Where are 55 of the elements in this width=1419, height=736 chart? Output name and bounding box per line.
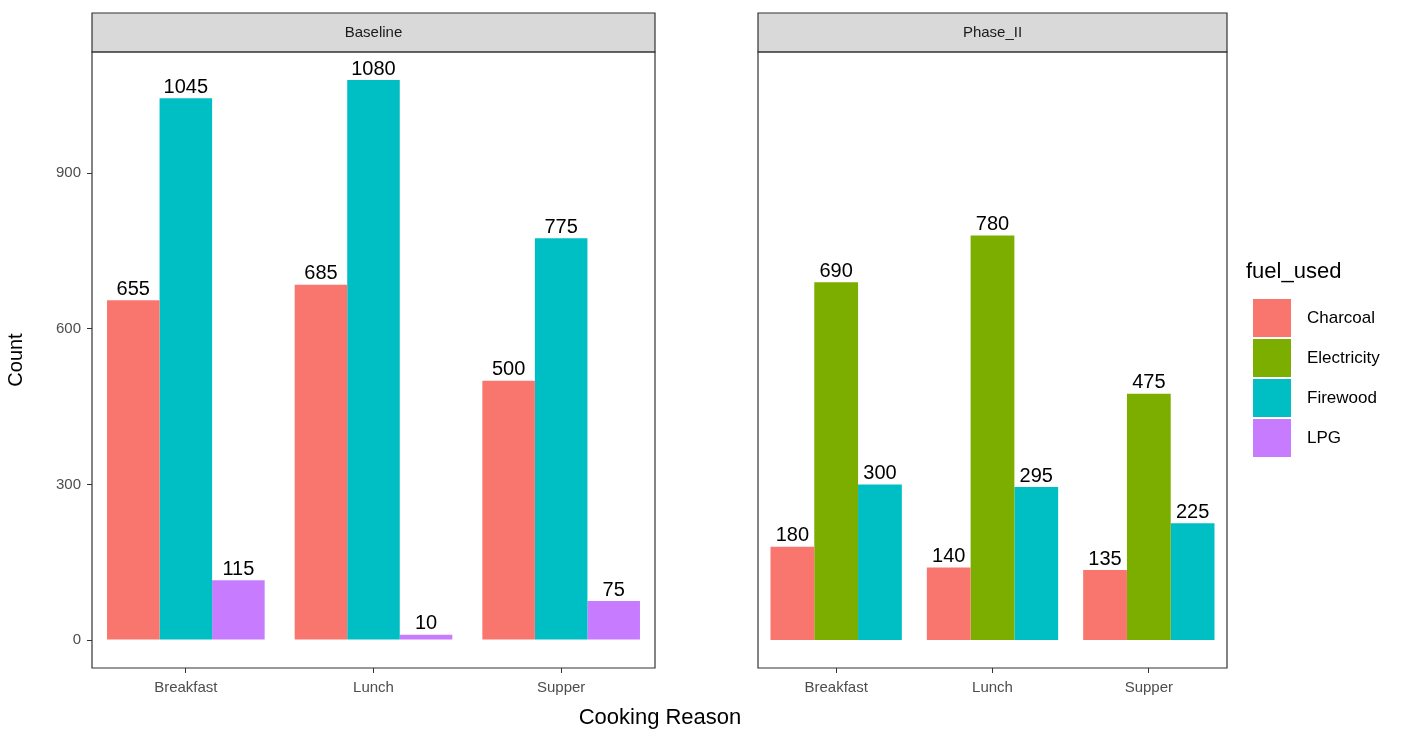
data-label: 780 <box>975 212 1010 235</box>
bar <box>858 484 902 640</box>
bar <box>1126 393 1171 640</box>
x-tick-label: Lunch <box>972 678 1013 696</box>
x-tick-label: Lunch <box>353 678 394 696</box>
x-axis-title: Cooking Reason <box>577 704 743 730</box>
data-label: 500 <box>491 357 526 380</box>
data-label: 135 <box>1088 546 1122 569</box>
bar <box>212 580 265 640</box>
bar <box>482 380 535 640</box>
chart-title: Phase_II <box>962 22 1023 40</box>
legend-label: Electricity <box>1307 348 1380 368</box>
y-axis-title: Count <box>3 332 26 387</box>
bar <box>970 235 1015 640</box>
data-label: 1080 <box>351 56 396 79</box>
bar <box>534 238 588 640</box>
y-tick-label: 600 <box>55 319 81 337</box>
x-tick-label: Supper <box>536 678 586 696</box>
data-label: 655 <box>116 276 150 299</box>
data-label: 475 <box>1132 370 1166 393</box>
data-label: 115 <box>222 556 255 579</box>
data-label: 300 <box>863 460 897 483</box>
data-label: 775 <box>544 214 578 237</box>
data-label: 75 <box>602 577 625 600</box>
y-tick-label: 900 <box>55 163 81 181</box>
bar <box>587 601 640 640</box>
data-label: 295 <box>1019 463 1053 486</box>
bar <box>159 98 213 640</box>
x-tick-label: Breakfast <box>154 678 219 696</box>
bar <box>926 567 971 640</box>
legend-label: Firewood <box>1307 388 1377 408</box>
x-tick-label: Breakfast <box>804 678 869 696</box>
data-label: 1045 <box>163 74 209 97</box>
legend-title: fuel_used <box>1246 258 1342 284</box>
data-label: 225 <box>1175 499 1210 522</box>
bar <box>347 80 400 640</box>
bar <box>1170 523 1215 640</box>
chart-title: Baseline <box>344 22 403 40</box>
bar <box>1083 570 1127 640</box>
data-label: 685 <box>304 261 338 284</box>
bar <box>814 282 859 640</box>
data-label: 690 <box>819 258 853 281</box>
y-tick-label: 0 <box>72 630 81 648</box>
bar <box>399 634 453 640</box>
y-tick-label: 300 <box>55 474 81 492</box>
data-label: 140 <box>932 543 966 566</box>
x-tick-label: Supper <box>1124 678 1174 696</box>
legend-label: LPG <box>1307 428 1342 448</box>
bar <box>107 300 160 640</box>
bar <box>770 546 815 640</box>
legend-label: Charcoal <box>1307 308 1376 328</box>
bar <box>1014 487 1059 640</box>
data-label: 180 <box>775 523 810 546</box>
bar <box>294 284 348 640</box>
data-label: 10 <box>414 611 438 634</box>
